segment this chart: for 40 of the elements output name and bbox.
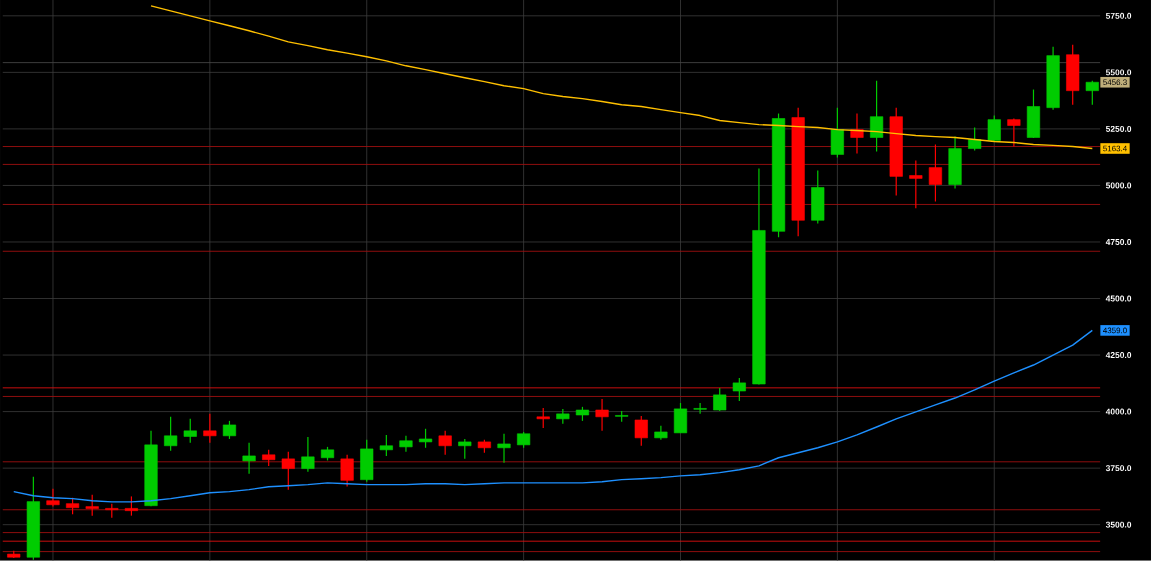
candlestick: [673, 402, 688, 434]
candlestick: [281, 451, 295, 491]
candlestick: [222, 420, 237, 440]
y-tick-label: 4750.0: [1105, 239, 1132, 246]
candlestick: [183, 418, 197, 444]
candlestick: [1085, 80, 1099, 106]
candlestick: [242, 442, 256, 475]
candlestick: [340, 454, 354, 488]
y-tick-label: 3500.0: [1105, 521, 1132, 528]
y-tick-label: 5750.0: [1105, 13, 1132, 19]
candlestick: [164, 416, 178, 452]
candlestick: [693, 402, 707, 415]
candlestick: [85, 494, 99, 517]
y-tick-label: 4000.0: [1105, 408, 1132, 415]
y-tick-label: 4250.0: [1105, 352, 1132, 359]
candlestick: [458, 438, 472, 460]
candlestick: [497, 433, 511, 464]
candlestick: [987, 115, 1001, 143]
y-tick-label: 3750.0: [1105, 465, 1132, 472]
candlestick: [732, 377, 746, 402]
y-tick-label: 5250.0: [1105, 126, 1132, 133]
candlestick: [1007, 118, 1021, 148]
y-tick-label: 5500.0: [1105, 69, 1132, 76]
candlestick: [595, 398, 609, 432]
y-tick-label: 4500.0: [1105, 295, 1132, 302]
candlestick: [46, 488, 60, 508]
candlestick: [203, 413, 217, 444]
candlestick: [634, 415, 648, 447]
candlestick: [301, 436, 315, 473]
candlestick: [124, 495, 138, 517]
candlestick: [870, 80, 884, 153]
y-tick-label: 5000.0: [1105, 182, 1132, 189]
candlestick: [438, 430, 452, 456]
candlestick: [418, 428, 433, 449]
candlestick: [536, 407, 550, 429]
candlestick: [850, 113, 864, 155]
candlestick: [968, 127, 982, 152]
candlestick: [928, 144, 942, 203]
candlestick: [909, 160, 923, 210]
candlestick: [379, 434, 393, 457]
